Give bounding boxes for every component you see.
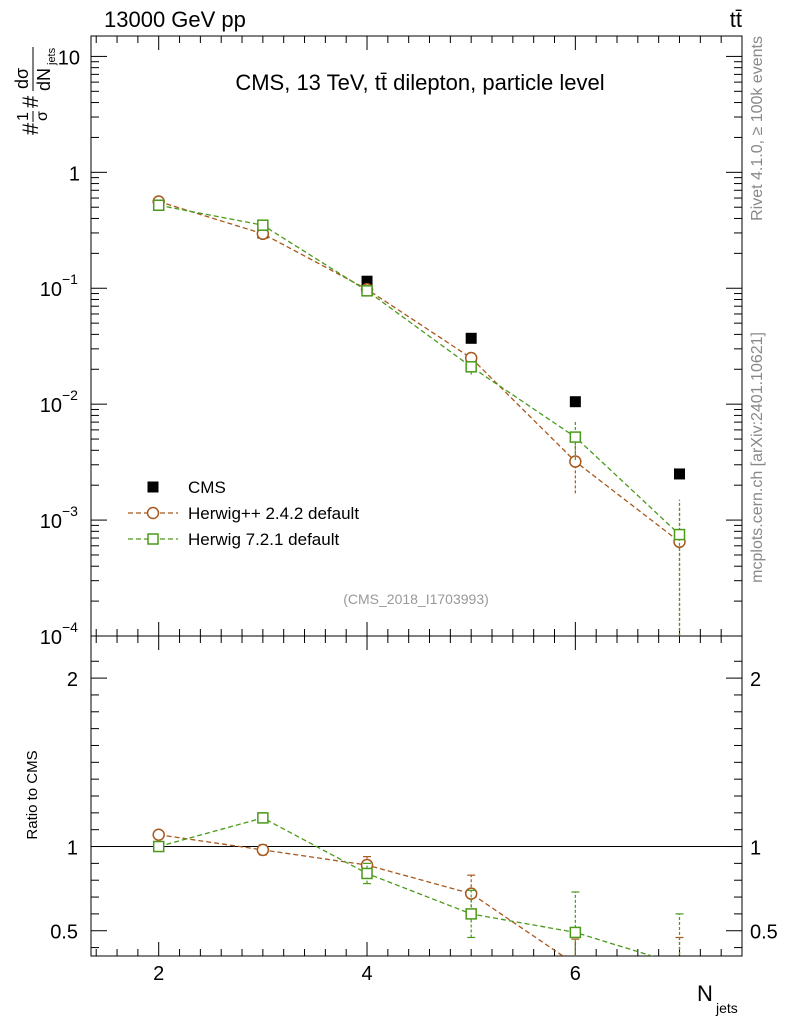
x-tick-label: 2	[153, 963, 164, 985]
ratio-point-herwig-7-2-1-default	[361, 867, 373, 880]
y-tick-exponent: −4	[62, 619, 78, 635]
ratio-line-herwig-7-2-1-default	[158, 817, 655, 956]
legend-label: Herwig 7.2.1 default	[188, 530, 339, 549]
x-tick-label: 6	[570, 963, 581, 985]
data-point-cms	[569, 396, 581, 408]
y-label-jets-sub: jets	[46, 47, 58, 66]
series-line-herwig-7-2-1-default	[158, 204, 680, 536]
y-tick-base: 10	[40, 279, 62, 301]
y-tick-base: 10	[40, 511, 62, 533]
watermark-label: (CMS_2018_I1703993)	[343, 591, 489, 607]
data-point-herwig-7-2-1-default	[257, 219, 269, 231]
ratio-tick-label-left: 2	[67, 669, 78, 691]
chart-title: CMS, 13 TeV, tt̄ dilepton, particle leve…	[235, 70, 604, 95]
legend-entry: Herwig++ 2.4.2 default	[128, 504, 359, 523]
ratio-y-axis-label: Ratio to CMS	[24, 750, 41, 839]
y-tick-label: 10 −2	[40, 387, 78, 417]
ratio-point-herwig-7-2-1-default	[257, 812, 269, 824]
data-point-herwig-2-4-2-default	[569, 455, 582, 468]
data-point-herwig-7-2-1-default	[465, 361, 477, 373]
ratio-tick-label-right: 1	[750, 838, 761, 860]
y-tick-exponent: −3	[62, 503, 78, 519]
ratio-point-herwig-7-2-1-default	[569, 926, 582, 939]
legend-marker	[147, 533, 159, 545]
data-point-herwig-7-2-1-default	[152, 199, 165, 211]
mcplots-text: mcplots.cern.ch [arXiv:2401.10621]	[749, 332, 766, 583]
data-point-cms	[465, 332, 477, 344]
series-line-herwig-2-4-2-default	[158, 200, 680, 543]
y-tick-base: 10	[58, 47, 80, 69]
ratio-point-herwig-7-2-1-default	[152, 840, 165, 853]
y-tick-label: 10 −4	[40, 619, 78, 649]
ratio-point-herwig-2-4-2-default	[464, 887, 478, 900]
legend-marker	[146, 506, 160, 520]
y-tick-exponent: −1	[62, 271, 78, 287]
x-axis-label-sub: jets	[715, 1000, 738, 1016]
y-tick-label: 10 −1	[40, 271, 78, 301]
y-label-numerator-one: 1	[15, 112, 32, 121]
main-series-group	[152, 195, 686, 636]
y-tick-base: 1	[69, 163, 80, 185]
ratio-point-herwig-7-2-1-default	[465, 908, 477, 920]
ratio-point-herwig-2-4-2-default	[152, 828, 165, 841]
ratio-tick-label-right: 0.5	[750, 922, 778, 944]
y-label-sigma: σ	[34, 111, 51, 121]
ratio-plot-frame	[90, 635, 743, 957]
data-point-herwig-7-2-1-default	[569, 431, 582, 443]
ratio-series-group	[152, 812, 684, 956]
legend-label: Herwig++ 2.4.2 default	[188, 504, 359, 523]
ratio-tick-label-right: 2	[750, 669, 761, 691]
legend-marker	[147, 481, 159, 493]
y-label-dN: dN	[34, 68, 54, 91]
header-right-text: tt̄	[730, 7, 742, 32]
x-tick-label: 4	[361, 963, 372, 985]
legend-label: CMS	[188, 478, 226, 497]
y-tick-exponent: −2	[62, 387, 78, 403]
rivet-version-text: Rivet 4.1.0, ≥ 100k events	[749, 36, 766, 221]
y-label-dsigma: dσ	[12, 68, 32, 89]
y-tick-label: 10 −3	[40, 503, 78, 533]
y-label-hash-1: #	[18, 122, 43, 135]
data-point-herwig-7-2-1-default	[361, 285, 373, 297]
data-point-herwig-7-2-1-default	[673, 528, 686, 541]
y-tick-base: 10	[40, 395, 62, 417]
data-point-cms	[361, 275, 373, 287]
legend-entry: Herwig 7.2.1 default	[128, 530, 339, 549]
ratio-tick-label-left: 0.5	[50, 922, 78, 944]
x-axis-label: N	[697, 981, 713, 1006]
ratio-line-herwig-2-4-2-default	[158, 834, 565, 956]
ratio-tick-label-left: 1	[67, 838, 78, 860]
y-tick-label: 1	[69, 163, 80, 185]
ratio-point-herwig-2-4-2-default	[256, 843, 270, 857]
data-point-cms	[674, 468, 686, 480]
header-left-text: 13000 GeV pp	[104, 7, 246, 32]
y-tick-label: 10	[58, 47, 80, 69]
y-label-hash-2: #	[18, 95, 43, 108]
legend-entry: CMS	[147, 478, 226, 497]
y-tick-base: 10	[40, 627, 62, 649]
